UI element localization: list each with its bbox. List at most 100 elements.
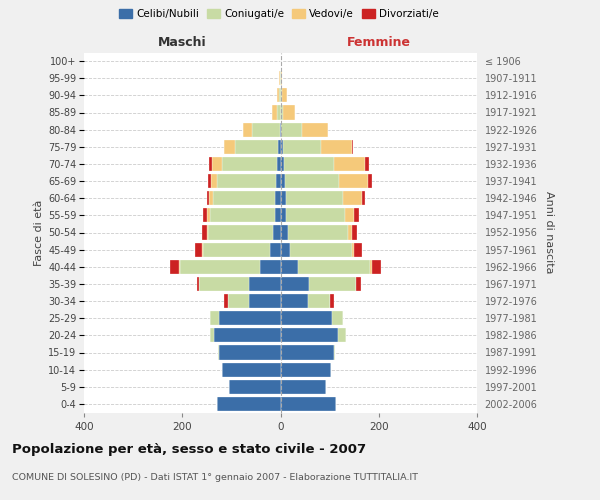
Bar [210,328,214,342]
Bar [308,294,329,308]
Bar [207,226,208,239]
Bar [203,242,269,256]
Bar [309,277,356,291]
Bar [281,277,309,291]
Bar [281,88,282,102]
Bar [248,294,281,308]
Bar [197,277,199,291]
Bar [213,191,275,205]
Bar [195,242,202,256]
Bar [334,346,335,360]
Text: Maschi: Maschi [158,36,206,49]
Bar [332,311,343,325]
Bar [286,191,343,205]
Bar [272,106,277,120]
Bar [362,191,365,205]
Bar [352,140,353,154]
Bar [221,362,281,376]
Bar [298,260,370,274]
Text: Popolazione per età, sesso e stato civile - 2007: Popolazione per età, sesso e stato civil… [12,442,366,456]
Bar [370,260,372,274]
Bar [277,157,281,171]
Bar [269,242,281,256]
Y-axis label: Anni di nascita: Anni di nascita [544,191,554,274]
Bar [253,122,280,136]
Bar [281,362,331,376]
Bar [208,226,273,239]
Bar [260,260,281,274]
Bar [207,191,209,205]
Text: COMUNE DI SOLESINO (PD) - Dati ISTAT 1° gennaio 2007 - Elaborazione TUTTITALIA.I: COMUNE DI SOLESINO (PD) - Dati ISTAT 1° … [12,472,418,482]
Bar [179,260,180,274]
Bar [278,88,281,102]
Bar [228,294,248,308]
Bar [340,174,368,188]
Bar [217,397,281,411]
Bar [368,174,372,188]
Bar [281,242,290,256]
Bar [281,397,335,411]
Bar [199,277,248,291]
Bar [281,346,334,360]
Bar [346,208,354,222]
Text: Femmine: Femmine [347,36,411,49]
Bar [284,157,334,171]
Bar [224,140,235,154]
Bar [180,260,260,274]
Bar [281,328,338,342]
Bar [280,122,281,136]
Bar [275,191,281,205]
Bar [277,88,278,102]
Bar [281,226,288,239]
Bar [290,242,352,256]
Bar [352,226,356,239]
Bar [170,260,179,274]
Bar [281,122,302,136]
Bar [211,174,217,188]
Bar [338,328,346,342]
Bar [348,226,352,239]
Bar [281,191,286,205]
Bar [281,208,286,222]
Legend: Celibi/Nubili, Coniugati/e, Vedovi/e, Divorziati/e: Celibi/Nubili, Coniugati/e, Vedovi/e, Di… [115,5,443,24]
Bar [343,191,362,205]
Bar [214,328,281,342]
Bar [210,311,219,325]
Bar [288,226,348,239]
Bar [277,106,281,120]
Bar [242,122,253,136]
Bar [283,106,295,120]
Bar [229,380,281,394]
Bar [281,260,298,274]
Bar [209,191,213,205]
Y-axis label: Fasce di età: Fasce di età [34,200,44,266]
Bar [208,174,211,188]
Bar [286,174,340,188]
Bar [352,242,354,256]
Bar [281,174,286,188]
Bar [217,174,275,188]
Bar [202,226,207,239]
Bar [283,140,321,154]
Bar [281,294,308,308]
Bar [329,294,334,308]
Bar [356,277,361,291]
Bar [202,242,203,256]
Bar [280,71,281,85]
Bar [235,140,278,154]
Bar [248,277,281,291]
Bar [275,174,281,188]
Bar [278,140,281,154]
Bar [281,311,332,325]
Bar [209,157,212,171]
Bar [354,242,362,256]
Bar [354,208,359,222]
Bar [219,311,281,325]
Bar [281,157,284,171]
Bar [221,157,277,171]
Bar [212,157,221,171]
Bar [218,346,219,360]
Bar [219,346,281,360]
Bar [302,122,328,136]
Bar [210,208,275,222]
